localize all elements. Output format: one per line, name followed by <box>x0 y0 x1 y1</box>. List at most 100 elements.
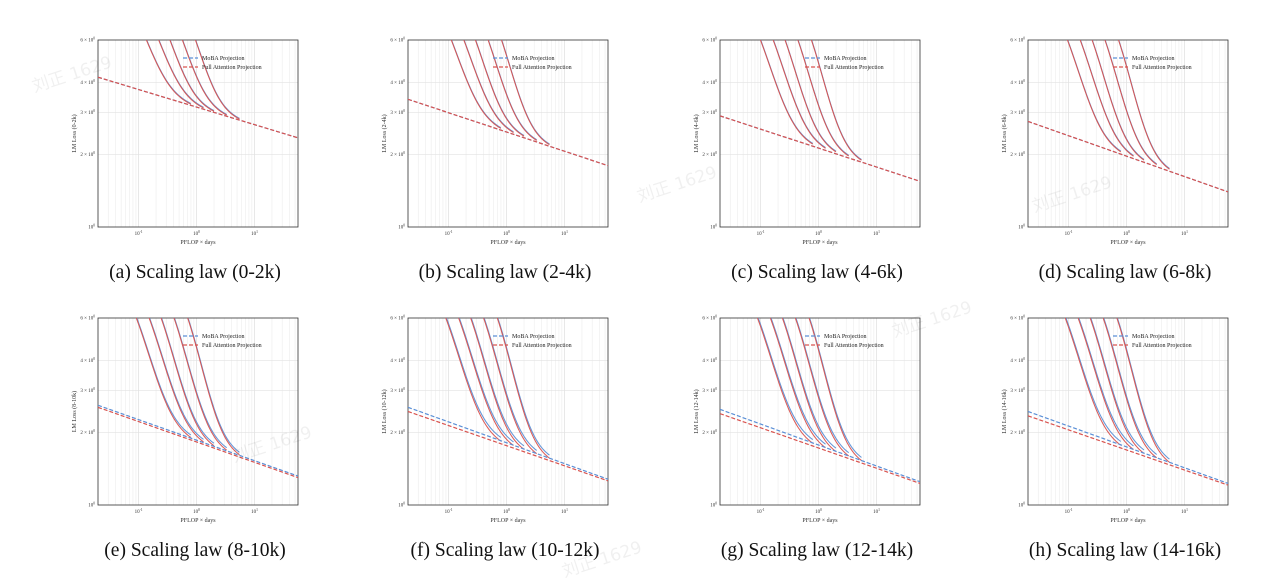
y-tick-label: 2 × 100 <box>390 151 405 158</box>
y-axis-label: LM Loss (12-14k) <box>693 389 700 433</box>
plot-frame <box>719 317 921 506</box>
x-tick-label: 100 <box>815 508 822 515</box>
y-tick-label: 6 × 100 <box>702 37 717 44</box>
y-tick-label: 2 × 100 <box>702 429 717 436</box>
projection-line <box>98 404 298 477</box>
training-curve <box>795 318 850 454</box>
training-curve <box>483 318 538 451</box>
training-curve <box>1079 40 1134 157</box>
x-tick-label: 100 <box>503 508 510 515</box>
training-curve <box>148 318 204 443</box>
y-tick-label: 4 × 100 <box>1010 357 1025 364</box>
training-curve <box>784 40 837 153</box>
y-tick-label: 6 × 100 <box>1010 37 1025 44</box>
legend-label: MoBA Projection <box>824 56 867 62</box>
legend-label: Full Attention Projection <box>824 65 884 71</box>
training-curve <box>810 40 862 161</box>
projection-line <box>1028 410 1228 484</box>
training-curve <box>760 40 814 144</box>
y-tick-label: 100 <box>710 502 717 509</box>
y-tick-label: 6 × 100 <box>390 37 405 44</box>
projection-line <box>408 410 608 482</box>
y-axis-label: LM Loss (10-12k) <box>381 389 388 433</box>
y-tick-label: 4 × 100 <box>390 357 405 364</box>
y-tick-label: 6 × 100 <box>80 315 95 322</box>
legend-label: MoBA Projection <box>512 334 555 340</box>
y-tick-label: 3 × 100 <box>80 109 95 116</box>
training-curve <box>797 40 849 157</box>
training-curve <box>1077 318 1134 450</box>
training-curve <box>145 40 191 105</box>
y-tick-label: 2 × 100 <box>80 429 95 436</box>
training-curve <box>450 40 502 129</box>
y-tick-label: 2 × 100 <box>1010 151 1025 158</box>
training-curve <box>135 318 192 438</box>
x-tick-label: 10-1 <box>1065 230 1073 237</box>
chart-svg: 10-1 100 101 100 2 × 100 3 × 100 4 × 100 6 × 10… <box>1001 37 1229 246</box>
training-curve <box>496 318 550 459</box>
panel-caption: (b) Scaling law (2-4k) <box>418 262 592 283</box>
training-curve <box>173 318 228 451</box>
x-tick-label: 101 <box>251 230 258 237</box>
training-curve <box>769 318 826 449</box>
projection-line <box>408 98 608 167</box>
x-tick-label: 100 <box>193 230 200 237</box>
y-tick-label: 100 <box>88 502 95 509</box>
legend-label: Full Attention Projection <box>512 65 572 71</box>
y-tick-label: 2 × 100 <box>390 429 405 436</box>
legend-label: MoBA Projection <box>202 56 245 62</box>
plot-frame <box>97 39 299 228</box>
y-tick-label: 3 × 100 <box>702 387 717 394</box>
training-curve <box>181 40 227 116</box>
y-tick-label: 100 <box>398 224 405 231</box>
x-tick-label: 10-1 <box>445 230 453 237</box>
y-tick-label: 3 × 100 <box>80 387 95 394</box>
training-curve <box>500 40 550 146</box>
training-curve <box>173 318 228 449</box>
panel-caption: (a) Scaling law (0-2k) <box>109 262 281 283</box>
training-curve <box>759 40 814 145</box>
legend-label: Full Attention Projection <box>1132 65 1192 71</box>
projection-line <box>98 406 298 479</box>
training-curve <box>1102 318 1158 459</box>
chart-panel: 10-1 100 101 100 2 × 100 3 × 100 4 × 100 6 × 10… <box>662 20 972 296</box>
training-curve <box>1118 40 1170 169</box>
training-curve <box>194 40 240 120</box>
chart-panel: 10-1 100 101 100 2 × 100 3 × 100 4 × 100 6 × 10… <box>970 20 1268 296</box>
projection-line <box>408 406 608 480</box>
x-axis-label: PFLOP × days <box>1110 240 1146 246</box>
x-tick-label: 10-1 <box>1065 508 1073 515</box>
training-curve <box>794 318 850 457</box>
training-curve <box>158 40 204 109</box>
projection-line <box>1028 120 1228 193</box>
training-curve <box>160 318 215 447</box>
y-axis-label: LM Loss (14-16k) <box>1001 389 1008 433</box>
training-curve <box>1091 40 1145 161</box>
y-tick-label: 100 <box>398 502 405 509</box>
y-tick-label: 4 × 100 <box>80 79 95 86</box>
grid <box>719 317 920 506</box>
grid <box>407 39 608 228</box>
training-curve <box>757 318 814 441</box>
training-curve <box>811 40 862 160</box>
y-tick-label: 3 × 100 <box>702 109 717 116</box>
y-axis-label: LM Loss (2-4k) <box>381 114 388 152</box>
training-curve <box>146 40 191 104</box>
grid <box>1027 317 1228 506</box>
training-curve <box>470 318 525 447</box>
legend: MoBA Projection Full Attention Projection <box>1113 56 1192 71</box>
training-curve <box>169 40 215 112</box>
projection-line <box>720 413 920 484</box>
training-curve <box>445 318 502 438</box>
x-tick-label: 10-1 <box>757 230 765 237</box>
training-curve <box>445 318 502 442</box>
y-tick-label: 3 × 100 <box>1010 387 1025 394</box>
training-curve <box>463 40 514 134</box>
chart-svg: 10-1 100 101 100 2 × 100 3 × 100 4 × 100 6 × 10… <box>71 315 299 524</box>
legend: MoBA Projection Full Attention Projection <box>1113 334 1192 349</box>
y-tick-label: 100 <box>1018 224 1025 231</box>
plot-frame <box>407 317 609 506</box>
x-tick-label: 101 <box>1181 508 1188 515</box>
y-tick-label: 3 × 100 <box>390 109 405 116</box>
training-curve <box>808 318 862 461</box>
